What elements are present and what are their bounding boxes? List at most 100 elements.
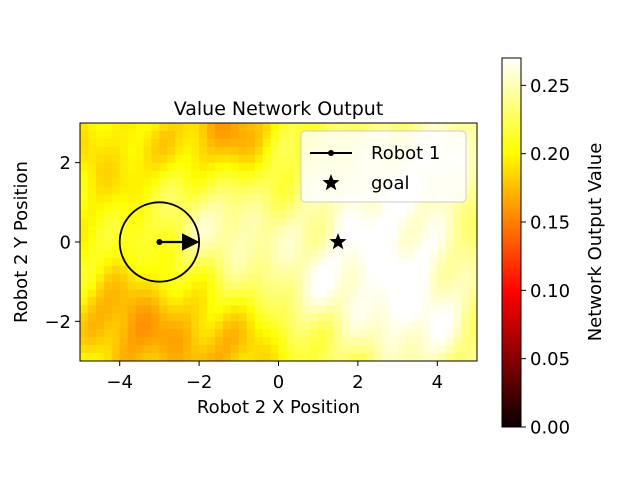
heatmap-cell [334, 249, 343, 259]
heatmap-cell [175, 273, 184, 283]
heatmap-cell [469, 154, 477, 164]
heatmap-cell [214, 242, 224, 251]
heatmap-cell [437, 202, 446, 211]
heatmap-cell [405, 297, 415, 307]
heatmap-cell [429, 305, 438, 314]
heatmap-cell [294, 345, 303, 354]
heatmap-cell [238, 321, 248, 330]
heatmap-cell [278, 130, 288, 140]
heatmap-cell [143, 123, 153, 132]
colorbar-tick-label: 0.10 [530, 281, 570, 302]
heatmap-cell [103, 154, 113, 164]
heatmap-cell [270, 321, 280, 330]
heatmap-cell [80, 313, 89, 322]
heatmap-cell [119, 146, 129, 156]
heatmap-cell [246, 305, 256, 314]
heatmap-cell [135, 242, 145, 251]
heatmap-cell [207, 138, 216, 148]
heatmap-cell [365, 337, 375, 346]
heatmap-cell [437, 305, 446, 314]
heatmap-cell [183, 313, 192, 322]
heatmap-cell [87, 313, 97, 322]
heatmap-cell [397, 329, 407, 338]
heatmap-cell [286, 337, 295, 346]
heatmap-cell [95, 329, 105, 338]
heatmap-cell [469, 321, 477, 330]
heatmap-cell [349, 305, 359, 314]
heatmap-cell [143, 234, 153, 243]
heatmap-cell [302, 305, 311, 314]
heatmap-cell [437, 242, 446, 251]
heatmap-cell [421, 345, 430, 354]
heatmap-cell [127, 313, 137, 322]
heatmap-cell [262, 345, 272, 354]
heatmap-cell [214, 154, 224, 164]
heatmap-cell [159, 329, 168, 338]
heatmap-cell [191, 265, 200, 275]
heatmap-cell [389, 297, 399, 307]
legend-goal-label: goal [371, 173, 409, 194]
heatmap-cell [326, 218, 335, 227]
heatmap-cell [357, 305, 367, 314]
heatmap-cell [373, 289, 383, 299]
heatmap-cell [95, 353, 105, 361]
heatmap-cell [357, 242, 367, 251]
heatmap-cell [278, 194, 288, 203]
heatmap-cell [103, 321, 113, 330]
heatmap-cell [246, 130, 256, 140]
heatmap-cell [413, 353, 423, 361]
heatmap-cell [175, 170, 184, 180]
heatmap-cell [310, 329, 319, 338]
heatmap-cell [262, 249, 272, 259]
heatmap-cell [103, 265, 113, 275]
heatmap-cell [469, 329, 477, 338]
heatmap-cell [413, 210, 423, 219]
heatmap-cell [413, 281, 423, 291]
heatmap-cell [278, 353, 288, 361]
heatmap-cell [262, 234, 272, 243]
heatmap-cell [159, 138, 168, 148]
heatmap-cell [349, 234, 359, 243]
heatmap-cell [302, 337, 311, 346]
heatmap-cell [127, 146, 137, 156]
heatmap-cell [413, 329, 423, 338]
heatmap-cell [334, 218, 343, 227]
heatmap-cell [254, 162, 264, 172]
heatmap-cell [405, 242, 415, 251]
x-tick-label: −4 [106, 372, 133, 393]
heatmap-cell [326, 234, 335, 243]
heatmap-cell [238, 249, 248, 259]
heatmap-cell [111, 273, 121, 283]
heatmap-cell [214, 305, 224, 314]
heatmap-cell [127, 154, 137, 164]
heatmap-cell [310, 210, 319, 219]
heatmap-cell [302, 289, 311, 299]
heatmap-cell [357, 321, 367, 330]
heatmap-cell [461, 218, 470, 227]
heatmap-cell [461, 313, 470, 322]
heatmap-cell [207, 210, 216, 219]
heatmap-cell [453, 289, 462, 299]
heatmap-cell [278, 281, 288, 291]
heatmap-cell [405, 337, 415, 346]
heatmap-cell [278, 345, 288, 354]
heatmap-cell [421, 123, 430, 132]
heatmap-cell [111, 257, 121, 267]
heatmap-cell [222, 337, 232, 346]
heatmap-cell [119, 123, 129, 132]
heatmap-cell [397, 257, 407, 267]
heatmap-cell [453, 210, 462, 219]
heatmap-cell [294, 353, 303, 361]
heatmap-cell [294, 337, 303, 346]
heatmap-cell [294, 321, 303, 330]
heatmap-cell [159, 281, 168, 291]
heatmap-cell [389, 337, 399, 346]
heatmap-cell [214, 345, 224, 354]
heatmap-cell [278, 218, 288, 227]
heatmap-cell [429, 337, 438, 346]
heatmap-cell [238, 226, 248, 235]
heatmap-cell [294, 281, 303, 291]
heatmap-cell [262, 186, 272, 195]
heatmap-cell [238, 242, 248, 251]
heatmap-cell [453, 123, 462, 132]
